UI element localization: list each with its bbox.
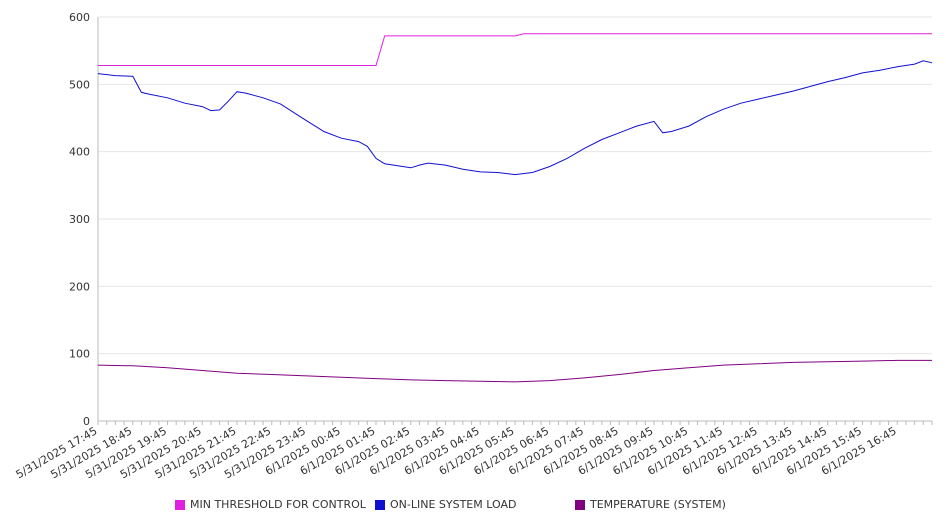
y-axis-ticks: 0 100 200 300 400 500 600 (69, 11, 90, 428)
series-lines (97, 33, 933, 383)
x-axis-ticks: 5/31/2025 17:455/31/2025 18:455/31/2025 … (14, 424, 899, 481)
series-line-system-load (97, 60, 933, 176)
legend-swatch-system-load (375, 499, 385, 510)
legend-item-min-threshold[interactable]: MIN THRESHOLD FOR CONTROL (175, 498, 366, 511)
gridlines (98, 16, 932, 355)
legend-label-temperature: TEMPERATURE (SYSTEM) (590, 498, 726, 511)
legend-swatch-temperature (575, 499, 585, 510)
y-tick-label-200: 200 (69, 280, 90, 293)
y-tick-label-100: 100 (69, 348, 90, 361)
y-tick-label-500: 500 (69, 78, 90, 91)
series-line-temperature (97, 359, 932, 383)
axes (97, 17, 933, 425)
y-tick-label-300: 300 (69, 213, 90, 226)
series-line-min-threshold (98, 33, 932, 66)
legend-label-min-threshold: MIN THRESHOLD FOR CONTROL (190, 498, 366, 511)
legend-label-system-load: ON-LINE SYSTEM LOAD (390, 498, 517, 511)
y-tick-label-600: 600 (69, 11, 90, 24)
legend: MIN THRESHOLD FOR CONTROL ON-LINE SYSTEM… (175, 498, 935, 514)
legend-item-temperature[interactable]: TEMPERATURE (SYSTEM) (575, 498, 726, 511)
y-tick-label-400: 400 (69, 146, 90, 159)
y-tick-label-0: 0 (83, 415, 90, 428)
legend-swatch-min-threshold (175, 499, 185, 510)
legend-item-system-load[interactable]: ON-LINE SYSTEM LOAD (375, 498, 516, 511)
